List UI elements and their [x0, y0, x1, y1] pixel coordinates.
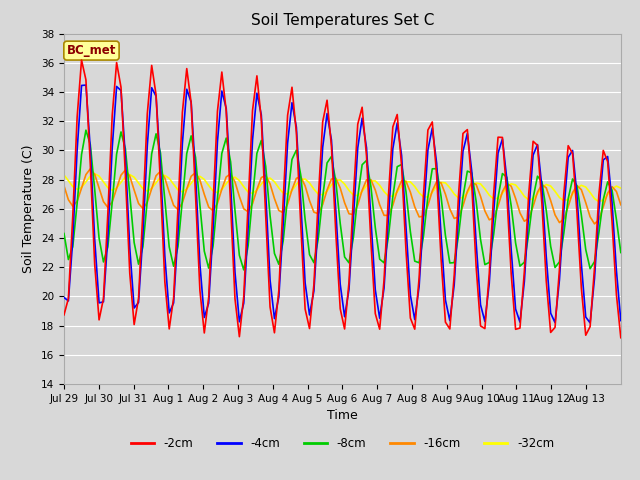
-8cm — [200, 248, 208, 254]
-4cm — [60, 295, 68, 300]
-4cm — [354, 145, 362, 151]
Legend: -2cm, -4cm, -8cm, -16cm, -32cm: -2cm, -4cm, -8cm, -16cm, -32cm — [126, 433, 559, 455]
Line: -2cm: -2cm — [64, 60, 621, 338]
-16cm — [591, 221, 598, 227]
-4cm — [617, 318, 625, 324]
-16cm — [292, 175, 300, 181]
-4cm — [543, 254, 550, 260]
-2cm — [354, 121, 362, 127]
-2cm — [271, 330, 278, 336]
-32cm — [600, 197, 607, 203]
-2cm — [617, 335, 625, 341]
-8cm — [617, 250, 625, 255]
-2cm — [543, 278, 550, 284]
Line: -32cm: -32cm — [64, 174, 621, 202]
-8cm — [297, 172, 305, 178]
-32cm — [595, 199, 603, 204]
-8cm — [358, 162, 366, 168]
-16cm — [60, 183, 68, 189]
-2cm — [60, 312, 68, 318]
-8cm — [275, 262, 283, 267]
X-axis label: Time: Time — [327, 409, 358, 422]
-4cm — [600, 157, 607, 163]
Line: -16cm: -16cm — [64, 169, 621, 224]
-32cm — [200, 177, 208, 182]
-32cm — [271, 179, 278, 185]
-32cm — [91, 171, 99, 177]
-4cm — [82, 82, 90, 88]
-2cm — [200, 330, 208, 336]
-32cm — [617, 185, 625, 191]
-4cm — [200, 314, 208, 320]
-16cm — [543, 185, 550, 191]
-16cm — [86, 166, 94, 172]
-32cm — [543, 181, 550, 187]
Text: BC_met: BC_met — [67, 44, 116, 57]
-2cm — [77, 57, 85, 63]
-2cm — [292, 130, 300, 135]
Line: -8cm: -8cm — [64, 130, 621, 270]
-8cm — [240, 267, 248, 273]
Y-axis label: Soil Temperature (C): Soil Temperature (C) — [22, 144, 35, 273]
-32cm — [60, 172, 68, 178]
-32cm — [292, 181, 300, 187]
-16cm — [354, 202, 362, 208]
Title: Soil Temperatures Set C: Soil Temperatures Set C — [251, 13, 434, 28]
-2cm — [595, 192, 603, 198]
-4cm — [586, 320, 594, 326]
-8cm — [60, 230, 68, 236]
-32cm — [354, 192, 362, 198]
-8cm — [600, 197, 607, 203]
-16cm — [600, 204, 607, 210]
-16cm — [271, 196, 278, 202]
-4cm — [271, 316, 278, 322]
-16cm — [200, 192, 208, 197]
-4cm — [292, 124, 300, 130]
-8cm — [547, 243, 554, 249]
-8cm — [82, 127, 90, 133]
-16cm — [617, 202, 625, 208]
Line: -4cm: -4cm — [64, 85, 621, 323]
